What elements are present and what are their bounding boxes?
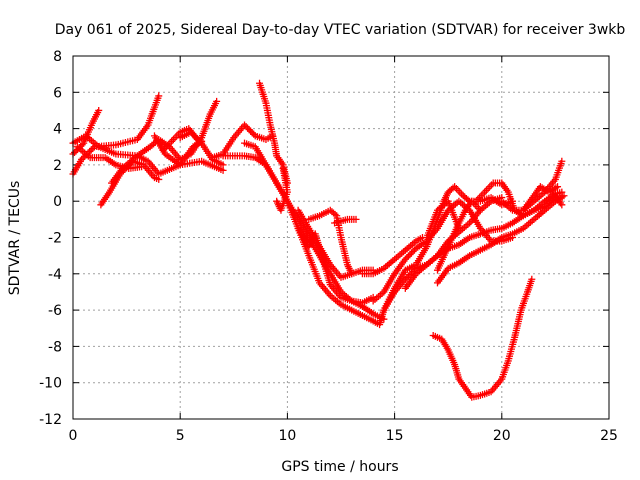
y-tick-label: 0 [53,194,62,210]
data-point [409,248,417,256]
data-point [476,206,484,214]
series-track-12 [256,79,291,187]
data-point [407,249,415,257]
data-point [78,141,86,149]
data-point [401,255,409,263]
data-point [193,135,201,143]
data-point [560,192,568,200]
data-point [95,106,103,114]
data-point [247,127,255,135]
data-point [558,157,566,165]
x-tick-label: 25 [600,428,618,444]
data-point [241,121,249,129]
data-point [155,92,163,100]
data-point [544,200,552,208]
y-tick-label: 6 [53,85,62,101]
data-point [380,315,388,323]
data-point [155,175,163,183]
data-point [406,251,414,259]
data-point [404,272,412,280]
y-tick-label: -2 [48,231,62,247]
data-point [248,129,256,137]
series-track-09 [159,125,201,154]
series-track-28 [519,183,562,214]
plot-frame [72,55,610,420]
data-point [273,197,281,205]
data-point [545,198,553,206]
data-point [528,275,536,283]
data-point [352,215,360,223]
y-tick-label: -4 [48,267,62,283]
series-track-27 [498,157,566,214]
series-track-29 [429,275,536,401]
data-point [547,196,555,204]
data-point [331,210,339,218]
x-tick-label: 15 [386,428,404,444]
x-tick-label: 20 [493,428,511,444]
data-point [245,126,253,134]
series-track-25 [433,197,484,274]
x-tick-label: 10 [278,428,296,444]
chart-title: Day 061 of 2025, Sidereal Day-to-day VTE… [55,22,626,38]
y-tick-label: -12 [39,412,62,428]
series-track-07 [150,132,206,169]
data-point [554,183,562,191]
data-point [558,201,566,209]
y-tick-label: 4 [53,122,62,138]
data-point [348,270,356,278]
data-point [78,155,86,163]
series-track-19 [358,234,426,278]
y-tick-label: -10 [39,376,62,392]
y-tick-label: 8 [53,49,62,65]
data-point [541,203,549,211]
data-point [250,130,258,138]
series-track-10 [208,121,276,162]
data-point [89,144,97,152]
x-axis-label: GPS time / hours [281,459,398,475]
data-point [213,97,221,105]
y-axis-label: SDTVAR / TECUs [7,181,23,296]
series-track-14 [273,165,291,214]
x-tick-label: 5 [176,428,185,444]
data-point [244,124,252,132]
y-tick-label: 2 [53,158,62,174]
data-point [87,146,95,154]
data-point [403,254,411,262]
data-point [79,154,87,162]
y-tick-label: -6 [48,303,62,319]
data-point [404,252,412,260]
data-point [542,201,550,209]
tick-labels: 0 5 10 15 20 25 -12 -10 -8 -6 -4 -2 0 2 4 6 8 [39,49,618,444]
series-track-18 [331,215,360,227]
series-track-17 [294,224,377,307]
data-point [403,274,411,282]
data-point [401,275,409,283]
data-point [242,123,250,131]
data-point [219,161,227,169]
data-points [69,79,568,401]
data-point [86,148,94,156]
y-tick-label: -8 [48,339,62,355]
series-track-13 [241,139,388,323]
x-tick-label: 0 [69,428,78,444]
data-point [71,148,79,156]
